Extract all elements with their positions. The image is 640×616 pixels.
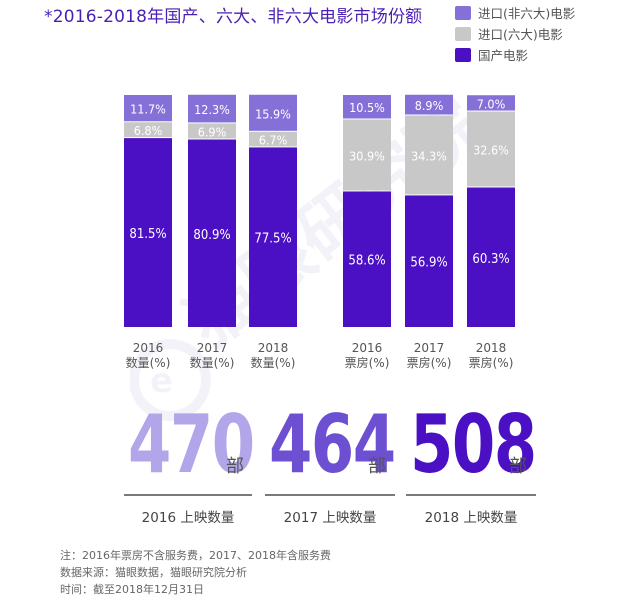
legend-swatch-non-six [455, 5, 471, 20]
tick-label-count-2018-year: 2018 [258, 341, 289, 355]
footnote-source: 数据来源：猫眼数据，猫眼研究院分析 [60, 566, 247, 579]
bar-boxoffice-2017-non-six [405, 94, 453, 115]
stat-count-2017: 464 [269, 398, 396, 491]
data-label-count-2017-non-six: 12.3% [194, 102, 230, 117]
stat-unit-2018: 部 [509, 456, 527, 477]
tick-label-count-2016-year: 2016 [133, 341, 164, 355]
data-label-count-2017-six: 6.9% [198, 124, 227, 139]
data-label-count-2016-non-six: 11.7% [130, 102, 166, 117]
bar-boxoffice-2016-six [343, 119, 391, 191]
bar-count-2017-six [188, 123, 236, 139]
tick-label-boxoffice-2018-year: 2018 [476, 341, 507, 355]
bar-count-2017-non-six [188, 94, 236, 123]
bar-boxoffice-2017-domestic [405, 195, 453, 327]
bar-count-2018-six [249, 131, 297, 147]
tick-label-count-2017-year: 2017 [197, 341, 228, 355]
chart-title: *2016-2018年国产、六大、非六大电影市场份额 [44, 7, 423, 27]
tick-label-count-2018-metric: 数量(%) [251, 355, 296, 370]
tick-label-boxoffice-2016-metric: 票房(%) [345, 355, 390, 370]
data-label-boxoffice-2016-domestic: 58.6% [348, 254, 385, 269]
bar-boxoffice-2016-domestic [343, 191, 391, 327]
data-label-boxoffice-2016-six: 30.9% [349, 148, 385, 163]
data-label-count-2018-domestic: 77.5% [254, 232, 291, 247]
data-label-boxoffice-2018-six: 32.6% [473, 143, 509, 158]
data-label-boxoffice-2016-non-six: 10.5% [349, 100, 385, 115]
tick-label-count-2017-metric: 数量(%) [190, 355, 235, 370]
stat-count-2018: 508 [410, 398, 537, 491]
data-label-boxoffice-2018-non-six: 7.0% [477, 96, 506, 111]
bar-boxoffice-2018-six [467, 111, 515, 187]
bar-boxoffice-2017-six [405, 115, 453, 195]
stat-label-2018: 2018 上映数量 [424, 510, 518, 526]
stat-divider-2018 [406, 494, 536, 496]
legend-item-non-six: 进口(非六大)电影 [455, 2, 575, 23]
bar-count-2016-six [124, 122, 172, 138]
stat-unit-2017: 部 [368, 456, 386, 477]
bar-boxoffice-2018-non-six [467, 95, 515, 111]
data-label-count-2018-non-six: 15.9% [255, 106, 291, 121]
bar-count-2016-non-six [124, 95, 172, 122]
legend-label-six: 进口(六大)电影 [478, 27, 563, 42]
bar-boxoffice-2018-domestic [467, 187, 515, 327]
stat-divider-2017 [265, 494, 395, 496]
bar-count-2017-domestic [188, 139, 236, 327]
stat-label-2017: 2017 上映数量 [283, 510, 377, 526]
footnotes: 注：2016年票房不含服务费，2017、2018年含服务费 数据来源：猫眼数据，… [60, 547, 331, 598]
stacked-bar-chart: 81.5%6.8%11.7%2016数量(%)80.9%6.9%12.3%201… [124, 94, 515, 370]
data-label-count-2018-six: 6.7% [259, 133, 288, 148]
stat-label-2016: 2016 上映数量 [141, 510, 235, 526]
data-label-count-2016-domestic: 81.5% [129, 227, 166, 242]
data-label-boxoffice-2017-domestic: 56.9% [410, 256, 447, 271]
footnote-date: 时间：截至2018年12月31日 [60, 583, 204, 596]
stat-divider-2016 [124, 494, 252, 496]
legend-item-domestic: 国产电影 [455, 44, 575, 65]
stat-unit-2016: 部 [226, 456, 244, 477]
data-label-boxoffice-2017-non-six: 8.9% [415, 98, 444, 113]
tick-label-boxoffice-2016-year: 2016 [352, 341, 383, 355]
legend-label-domestic: 国产电影 [478, 48, 529, 63]
stat-count-2016: 470 [128, 398, 255, 491]
bar-count-2016-domestic [124, 138, 172, 327]
legend-label-non-six: 进口(非六大)电影 [478, 6, 576, 21]
chart-legend: 进口(非六大)电影 进口(六大)电影 国产电影 [455, 2, 575, 65]
legend-swatch-six [455, 26, 471, 41]
data-label-count-2017-domestic: 80.9% [193, 228, 230, 243]
tick-label-boxoffice-2017-year: 2017 [414, 341, 445, 355]
bar-boxoffice-2016-non-six [343, 95, 391, 119]
tick-label-count-2016-metric: 数量(%) [126, 355, 171, 370]
footnote-service-fee: 注：2016年票房不含服务费，2017、2018年含服务费 [60, 549, 331, 562]
legend-swatch-domestic [455, 47, 471, 62]
bar-count-2018-domestic [249, 147, 297, 327]
bar-count-2018-non-six [249, 94, 297, 131]
data-label-count-2016-six: 6.8% [134, 123, 163, 138]
data-label-boxoffice-2018-domestic: 60.3% [472, 252, 509, 267]
legend-item-six: 进口(六大)电影 [455, 23, 575, 44]
data-label-boxoffice-2017-six: 34.3% [411, 148, 447, 163]
tick-label-boxoffice-2018-metric: 票房(%) [469, 355, 514, 370]
tick-label-boxoffice-2017-metric: 票房(%) [407, 355, 452, 370]
